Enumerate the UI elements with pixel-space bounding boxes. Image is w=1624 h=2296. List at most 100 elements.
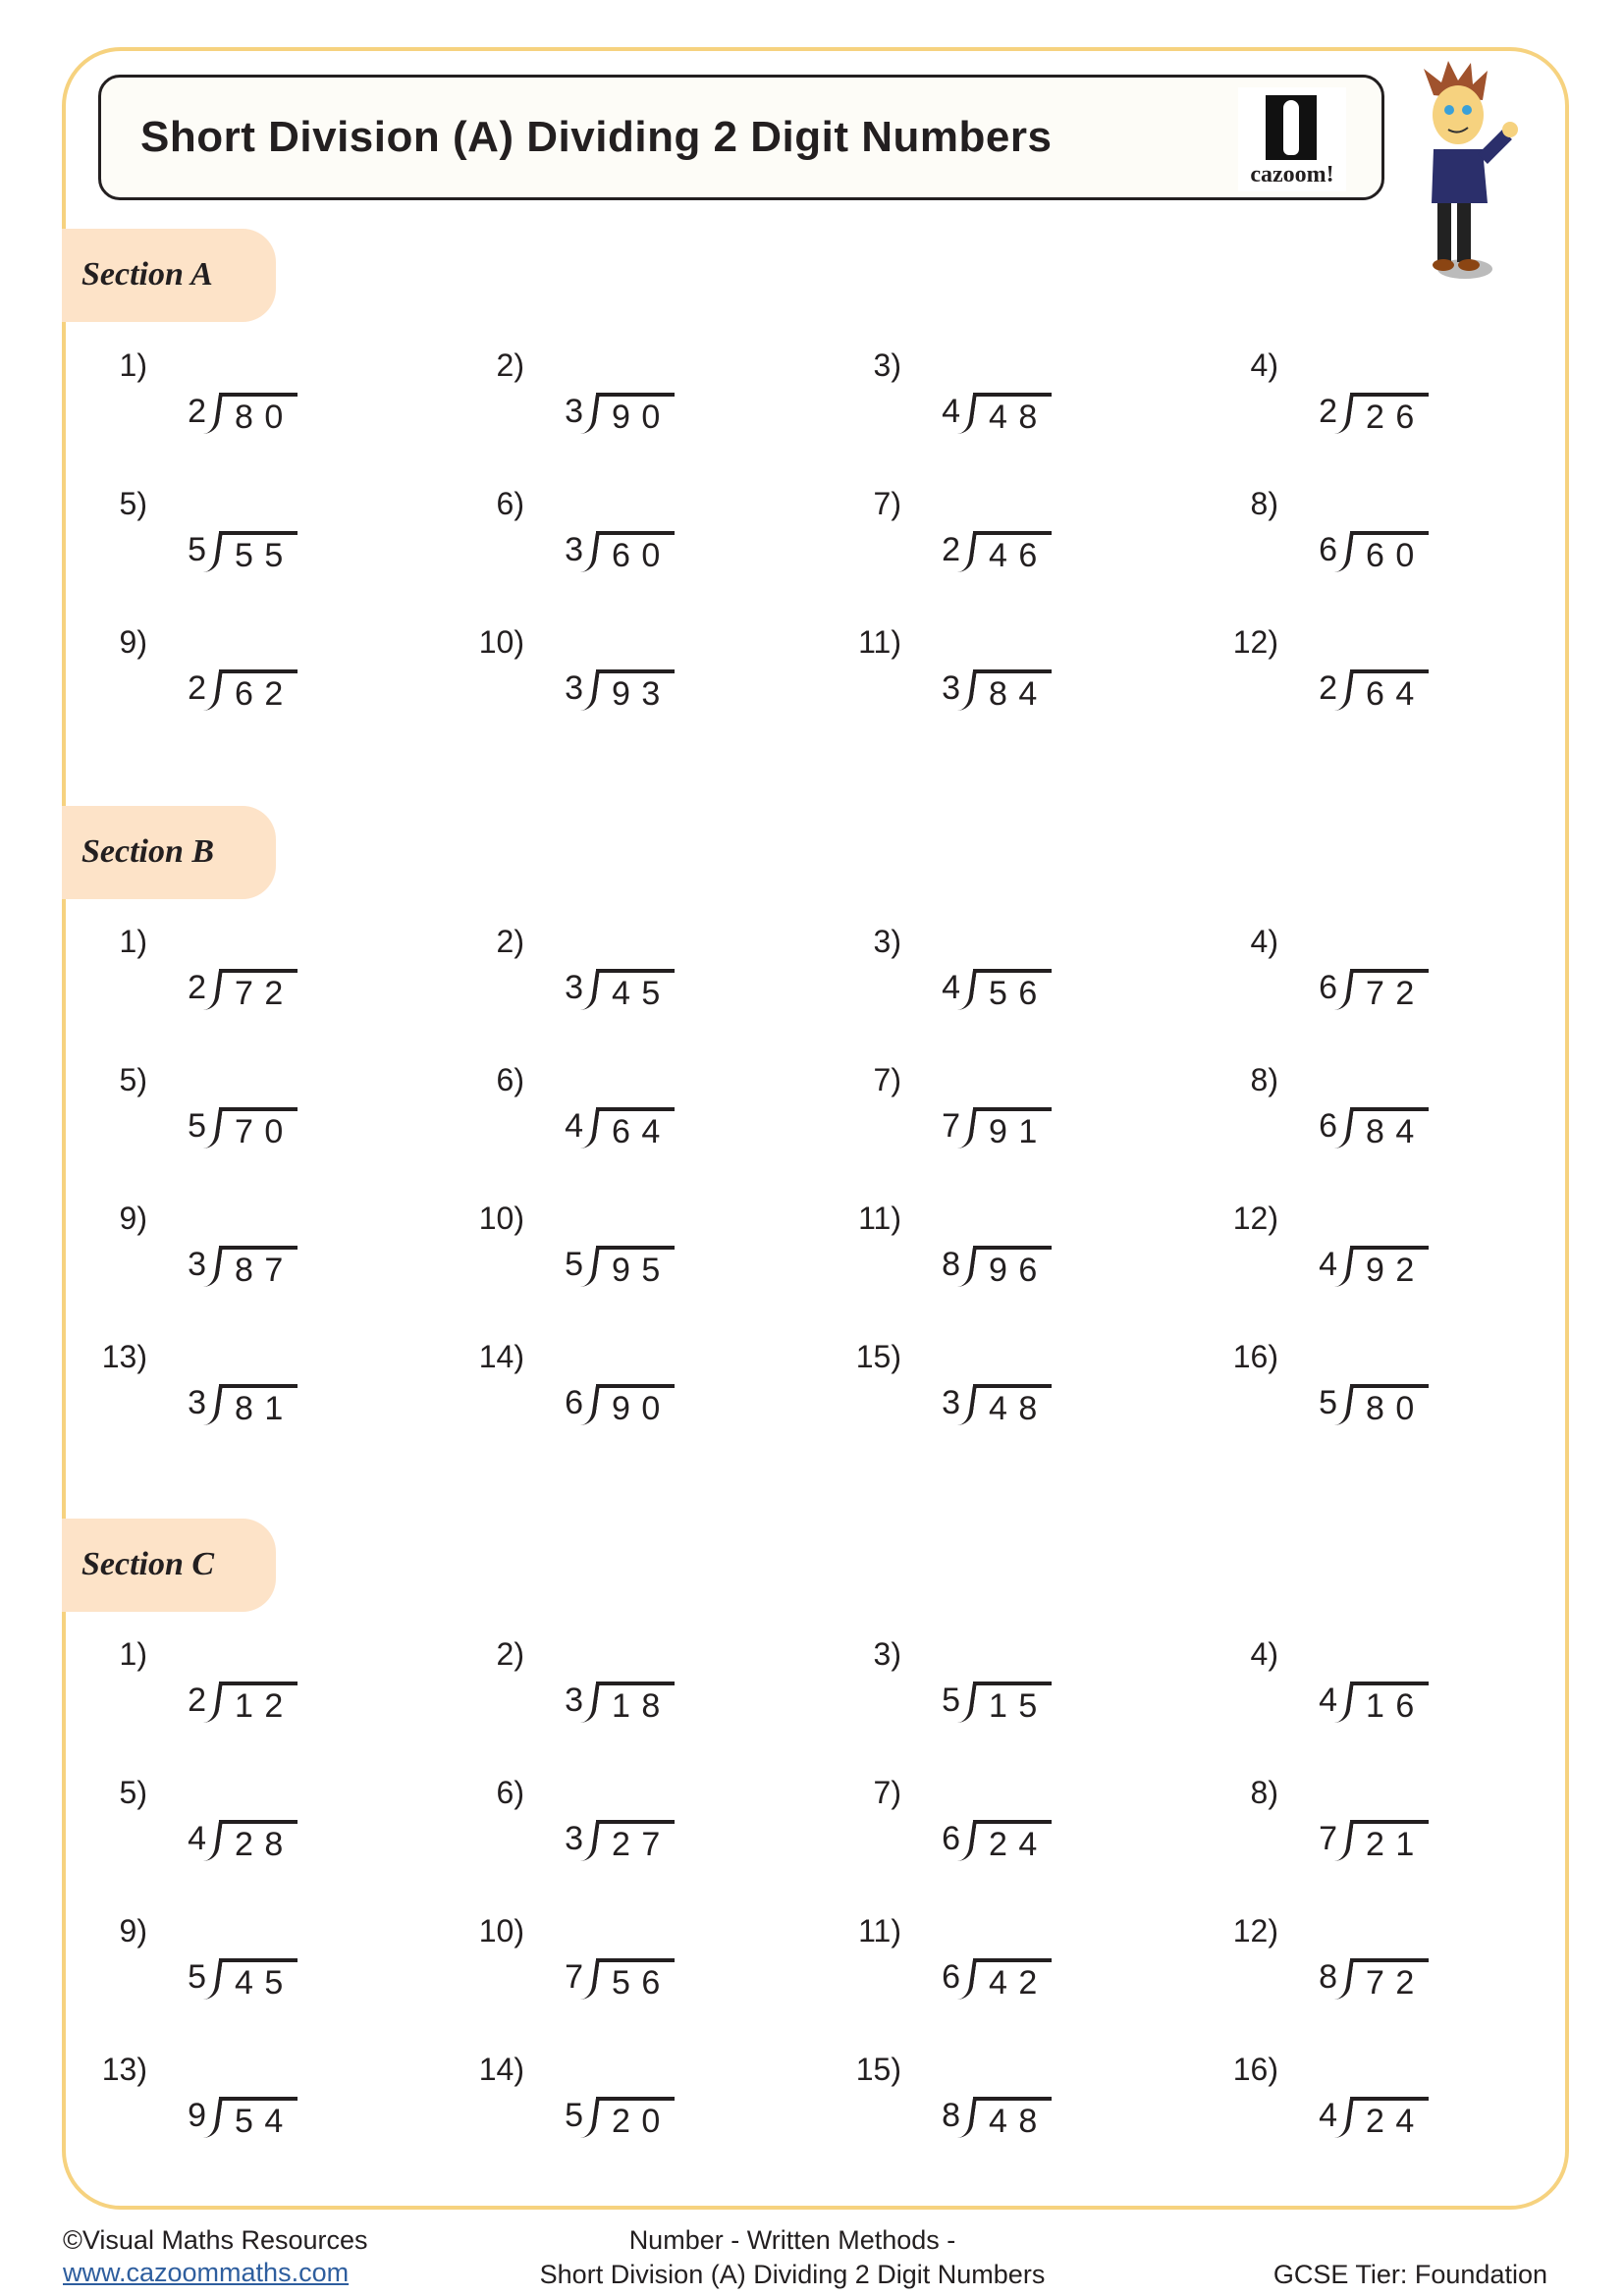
division-problem: 8) 6 8 4 (1229, 1062, 1543, 1170)
problem-number: 7) (873, 1775, 901, 1810)
section-label: Section A (81, 256, 213, 293)
dividend: 1 8 (596, 1682, 675, 1726)
dividend: 9 2 (1350, 1246, 1429, 1290)
divisor: 7 (942, 1107, 960, 1145)
division-problem: 9) 3 8 7 (98, 1201, 412, 1308)
title-box: Short Division (A) Dividing 2 Digit Numb… (98, 75, 1384, 200)
division-problem: 15) 8 4 8 (852, 2052, 1166, 2160)
footer-copyright: ©Visual Maths Resources (63, 2225, 368, 2255)
dividend: 7 0 (219, 1107, 298, 1151)
problem-number: 14) (478, 1339, 524, 1374)
problem-number: 13) (101, 2052, 147, 2087)
division-problem: 1) 2 1 2 (98, 1636, 412, 1744)
division-problem: 7) 2 4 6 (852, 486, 1166, 594)
division-problem: 13) 3 8 1 (98, 1339, 412, 1447)
division-problem: 10) 5 9 5 (475, 1201, 789, 1308)
page-frame (62, 47, 1569, 2210)
division-problem: 9) 5 4 5 (98, 1913, 412, 2021)
problem-number: 5) (119, 486, 147, 521)
divisor: 2 (942, 531, 960, 568)
division-problem: 1) 2 7 2 (98, 924, 412, 1032)
divisor: 2 (188, 393, 206, 430)
problem-number: 15) (855, 1339, 901, 1374)
division-problem: 14) 6 9 0 (475, 1339, 789, 1447)
section-label: Section B (81, 833, 215, 870)
dividend: 5 5 (219, 531, 298, 575)
problem-number: 2) (496, 1636, 524, 1672)
division-problem: 6) 3 6 0 (475, 486, 789, 594)
dividend: 2 7 (596, 1820, 675, 1864)
dividend: 5 6 (596, 1958, 675, 2002)
problem-number: 2) (496, 924, 524, 959)
divisor: 8 (1319, 1958, 1337, 1996)
problem-number: 6) (496, 486, 524, 521)
problem-number: 12) (1232, 1913, 1278, 1949)
dividend: 2 6 (1350, 393, 1429, 437)
divisor: 2 (1319, 669, 1337, 707)
divisor: 4 (188, 1820, 206, 1857)
division-problem: 5) 5 7 0 (98, 1062, 412, 1170)
division-problem: 3) 4 4 8 (852, 347, 1166, 455)
divisor: 5 (188, 1958, 206, 1996)
dividend: 6 4 (596, 1107, 675, 1151)
divisor: 3 (565, 669, 583, 707)
division-problem: 3) 4 5 6 (852, 924, 1166, 1032)
division-problem: 12) 8 7 2 (1229, 1913, 1543, 2021)
division-problem: 12) 2 6 4 (1229, 624, 1543, 732)
problem-number: 1) (119, 924, 147, 959)
dividend: 2 0 (596, 2097, 675, 2141)
division-problem: 6) 3 2 7 (475, 1775, 789, 1883)
division-problem: 2) 3 1 8 (475, 1636, 789, 1744)
divisor: 2 (188, 1682, 206, 1719)
dividend: 9 0 (596, 393, 675, 437)
problem-number: 9) (119, 1913, 147, 1949)
division-problem: 7) 7 9 1 (852, 1062, 1166, 1170)
problem-number: 6) (496, 1775, 524, 1810)
divisor: 4 (942, 393, 960, 430)
division-problem: 2) 3 4 5 (475, 924, 789, 1032)
dividend: 4 6 (973, 531, 1052, 575)
dividend: 8 7 (219, 1246, 298, 1290)
mascot-illustration (1424, 61, 1518, 279)
cazoom-logo: cazoom! (1238, 87, 1346, 191)
division-problem: 2) 3 9 0 (475, 347, 789, 455)
dividend: 5 6 (973, 969, 1052, 1013)
dividend: 8 0 (219, 393, 298, 437)
divisor: 3 (188, 1384, 206, 1421)
problem-number: 11) (858, 1913, 901, 1949)
footer-tier: GCSE Tier: Foundation (1272, 2260, 1547, 2289)
dividend: 8 1 (219, 1384, 298, 1428)
dividend: 9 5 (596, 1246, 675, 1290)
problem-number: 12) (1232, 1201, 1278, 1236)
divisor: 5 (1319, 1384, 1337, 1421)
division-problem: 3) 5 1 5 (852, 1636, 1166, 1744)
problem-number: 16) (1232, 2052, 1278, 2087)
problem-number: 6) (496, 1062, 524, 1097)
division-problem: 10) 7 5 6 (475, 1913, 789, 2021)
dividend: 9 6 (973, 1246, 1052, 1290)
problem-number: 10) (478, 1913, 524, 1949)
dividend: 6 0 (1350, 531, 1429, 575)
divisor: 3 (565, 1820, 583, 1857)
problem-number: 2) (496, 347, 524, 383)
problem-number: 11) (858, 624, 901, 660)
divisor: 5 (188, 531, 206, 568)
section-header: Section B (62, 806, 276, 899)
footer-website-link[interactable]: www.cazoommaths.com (63, 2258, 350, 2287)
page-title: Short Division (A) Dividing 2 Digit Numb… (140, 113, 1053, 161)
dividend: 6 4 (1350, 669, 1429, 714)
division-problem: 4) 2 2 6 (1229, 347, 1543, 455)
dividend: 4 2 (973, 1958, 1052, 2002)
divisor: 3 (942, 1384, 960, 1421)
dividend: 5 4 (219, 2097, 298, 2141)
dividend: 1 5 (973, 1682, 1052, 1726)
dividend: 8 0 (1350, 1384, 1429, 1428)
dividend: 1 6 (1350, 1682, 1429, 1726)
divisor: 4 (942, 969, 960, 1006)
dividend: 6 2 (219, 669, 298, 714)
problem-number: 8) (1250, 1775, 1278, 1810)
divisor: 2 (1319, 393, 1337, 430)
divisor: 3 (565, 969, 583, 1006)
dividend: 7 2 (219, 969, 298, 1013)
dividend: 2 4 (973, 1820, 1052, 1864)
